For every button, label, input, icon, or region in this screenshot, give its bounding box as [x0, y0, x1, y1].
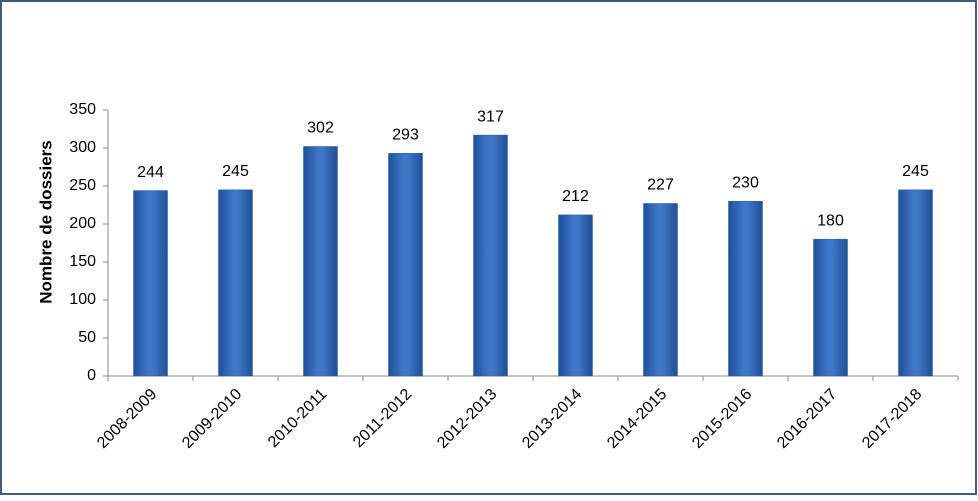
- bar: [473, 134, 508, 377]
- data-label: 180: [817, 212, 844, 229]
- bar: [218, 189, 253, 377]
- y-tick-label: 350: [69, 101, 96, 118]
- y-tick-label: 300: [69, 139, 96, 156]
- bar: [643, 203, 678, 377]
- y-tick-label: 100: [69, 291, 96, 308]
- bar: [898, 189, 933, 377]
- y-tick-label: 200: [69, 215, 96, 232]
- data-label: 302: [307, 120, 334, 137]
- data-label: 227: [647, 177, 674, 194]
- y-axis-title: Nombre de dossiers: [36, 140, 55, 303]
- bar: [388, 153, 423, 377]
- y-tick-label: 250: [69, 177, 96, 194]
- bar: [303, 146, 338, 377]
- data-label: 212: [562, 188, 589, 205]
- y-tick-label: 0: [87, 367, 96, 384]
- bar: [813, 238, 848, 377]
- y-tick-label: 50: [78, 329, 96, 346]
- data-label: 293: [392, 127, 419, 144]
- data-label: 245: [902, 163, 929, 180]
- data-label: 244: [137, 164, 164, 181]
- y-tick-label: 150: [69, 253, 96, 270]
- bar: [728, 200, 763, 377]
- data-label: 245: [222, 163, 249, 180]
- bar: [558, 214, 593, 377]
- data-label: 317: [477, 108, 504, 125]
- data-label: 230: [732, 174, 759, 191]
- bar: [133, 190, 168, 377]
